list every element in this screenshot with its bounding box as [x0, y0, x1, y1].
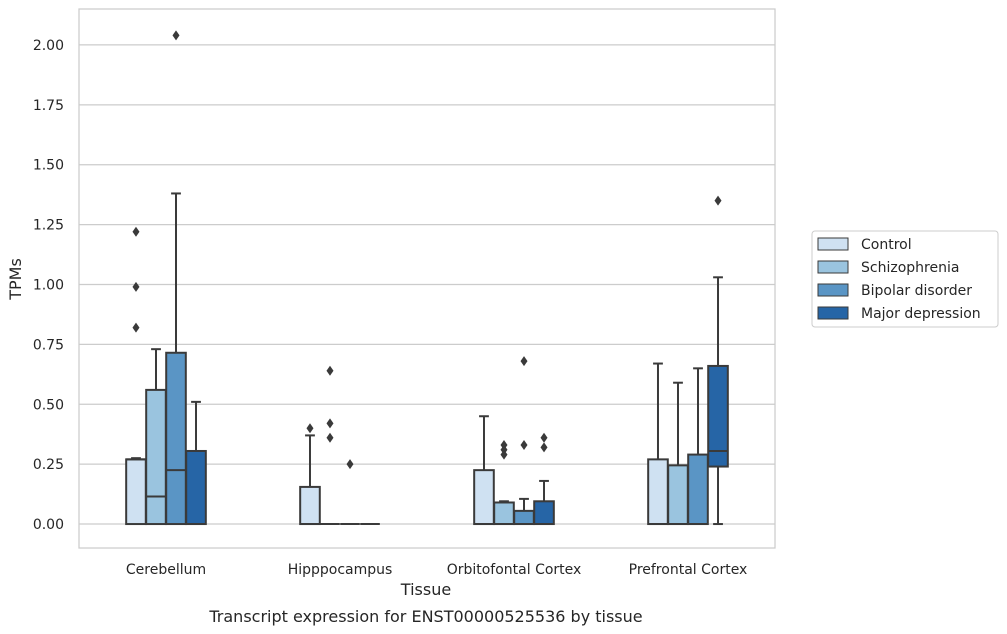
box-major-depression	[707, 195, 729, 526]
box-schizophrenia	[145, 348, 167, 526]
box-major-depression	[533, 432, 555, 526]
legend-label: Bipolar disorder	[861, 283, 972, 299]
legend-label: Major depression	[861, 306, 981, 322]
outlier-point	[520, 439, 528, 450]
x-tick-label: Prefrontal Cortex	[629, 562, 748, 578]
box-body	[125, 458, 147, 526]
box-bipolar-disorder	[340, 459, 360, 526]
x-tick-label: Orbitofontal Cortex	[447, 562, 582, 578]
box-body	[165, 351, 187, 526]
box-body	[473, 469, 495, 526]
outlier-point	[132, 322, 140, 333]
box-major-depression	[185, 400, 207, 526]
box-body	[687, 453, 709, 526]
y-axis-label: TPMs	[6, 258, 25, 301]
outlier-point	[500, 449, 508, 460]
box-body	[493, 501, 515, 526]
outlier-point	[346, 459, 354, 470]
outlier-point	[306, 423, 314, 434]
y-tick-label: 1.00	[33, 277, 64, 293]
y-tick-label: 0.75	[33, 337, 64, 353]
outlier-point	[326, 365, 334, 376]
outlier-point	[326, 418, 334, 429]
outlier-point	[540, 442, 548, 453]
outlier-point	[540, 432, 548, 443]
box-body	[185, 449, 207, 526]
box-body	[299, 485, 321, 526]
box-schizophrenia	[493, 439, 515, 526]
box-bipolar-disorder	[513, 356, 535, 526]
legend-frame	[811, 230, 999, 328]
box-body	[667, 464, 689, 526]
box-control	[473, 415, 495, 526]
y-tick-label: 2.00	[33, 38, 64, 54]
legend: Control Schizophrenia Bipolar disorder Majo…	[811, 230, 999, 328]
x-tick-labels: Cerebellum Hipppocampus Orbitofontal Corte…	[126, 562, 747, 578]
outlier-point	[172, 30, 180, 41]
x-tick-label: Cerebellum	[126, 562, 206, 578]
y-tick-label: 1.75	[33, 98, 64, 114]
outlier-point	[520, 356, 528, 367]
x-axis-label: Tissue	[400, 580, 451, 599]
legend-label: Schizophrenia	[861, 260, 959, 276]
y-tick-label: 1.50	[33, 158, 64, 174]
box-body	[145, 388, 167, 526]
y-tick-label: 0.50	[33, 397, 64, 413]
chart-caption: Transcript expression for ENST0000052553…	[208, 607, 642, 626]
legend-swatch	[817, 306, 849, 320]
box-body	[707, 364, 729, 468]
y-tick-label: 0.00	[33, 517, 64, 533]
box-bipolar-disorder	[687, 367, 709, 526]
y-tick-label: 0.25	[33, 457, 64, 473]
outlier-point	[714, 195, 722, 206]
y-tick-labels: 0.00 0.25 0.50 0.75 1.00 1.25 1.50 1.75 2.00	[33, 38, 64, 533]
box-body	[513, 509, 535, 526]
box-control	[299, 423, 321, 526]
box-control	[647, 362, 669, 526]
plot-frame	[78, 8, 776, 549]
outlier-point	[132, 226, 140, 237]
box-control	[125, 226, 147, 526]
legend-label: Control	[861, 237, 912, 253]
box-body	[647, 458, 669, 526]
boxes-layer	[125, 30, 729, 526]
legend-swatch	[817, 260, 849, 274]
outlier-point	[326, 432, 334, 443]
legend-swatch	[817, 283, 849, 297]
y-tick-label: 1.25	[33, 218, 64, 234]
x-tick-label: Hipppocampus	[288, 562, 393, 578]
outlier-point	[132, 281, 140, 292]
box-body	[533, 500, 555, 526]
box-schizophrenia	[320, 365, 340, 526]
box-bipolar-disorder	[165, 30, 187, 526]
legend-swatch	[817, 237, 849, 251]
